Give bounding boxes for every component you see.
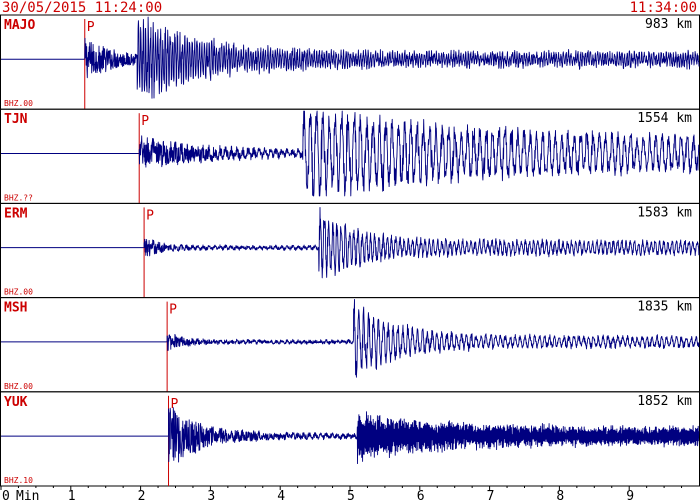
station-name: ERM bbox=[4, 206, 28, 221]
station-panels: P MAJO 983 km BHZ.00 P TJN 1554 km BHZ.?? P ERM 15… bbox=[0, 14, 700, 487]
waveform-trace bbox=[84, 16, 700, 99]
station-distance: 1583 km bbox=[637, 205, 692, 220]
axis-tick-label: 8 bbox=[556, 489, 564, 501]
station-name: MSH bbox=[4, 301, 27, 316]
p-pick-label: P bbox=[146, 208, 154, 223]
axis-tick-label: 3 bbox=[207, 489, 215, 501]
channel-code: BHZ.00 bbox=[4, 382, 33, 391]
axis-unit-label: Min bbox=[16, 489, 39, 501]
p-pick-label: P bbox=[169, 303, 177, 318]
station-distance: 1835 km bbox=[637, 300, 692, 315]
channel-code: BHZ.?? bbox=[4, 193, 33, 202]
axis-tick-label: 9 bbox=[626, 489, 634, 501]
station-distance: 983 km bbox=[645, 17, 692, 32]
channel-code: BHZ.10 bbox=[4, 476, 33, 485]
waveform-trace bbox=[166, 299, 700, 378]
channel-code: BHZ.00 bbox=[4, 99, 33, 108]
waveform-trace bbox=[168, 407, 700, 465]
axis-tick-label: 6 bbox=[417, 489, 425, 501]
station-name: TJN bbox=[4, 112, 28, 127]
axis-tick-label: 1 bbox=[68, 489, 76, 501]
station-panel-yuk: P YUK 1852 km BHZ.10 bbox=[0, 391, 700, 487]
time-axis: 0 Min 1 2 3 4 5 6 7 8 9 bbox=[0, 486, 683, 501]
p-pick-label: P bbox=[141, 114, 149, 129]
axis-tick-label: 5 bbox=[347, 489, 355, 501]
waveform-trace bbox=[138, 110, 700, 197]
axis-tick-label: 7 bbox=[487, 489, 495, 501]
station-name: YUK bbox=[4, 395, 28, 410]
channel-code: BHZ.00 bbox=[4, 288, 33, 297]
station-distance: 1852 km bbox=[637, 394, 692, 409]
axis-tick-label: 0 bbox=[2, 489, 10, 501]
waveform-trace bbox=[143, 207, 700, 279]
p-pick-label: P bbox=[171, 397, 179, 412]
station-panel-tjn: P TJN 1554 km BHZ.?? bbox=[0, 108, 700, 204]
axis-tick-label: 2 bbox=[138, 489, 146, 501]
axis-tick-label: 4 bbox=[277, 489, 285, 501]
station-name: MAJO bbox=[4, 18, 35, 33]
p-pick-label: P bbox=[87, 20, 95, 35]
end-timestamp: 11:34:00 bbox=[630, 0, 697, 16]
start-timestamp: 30/05/2015 11:24:00 bbox=[2, 0, 162, 16]
station-distance: 1554 km bbox=[637, 111, 692, 126]
station-panel-erm: P ERM 1583 km BHZ.00 bbox=[0, 202, 700, 299]
